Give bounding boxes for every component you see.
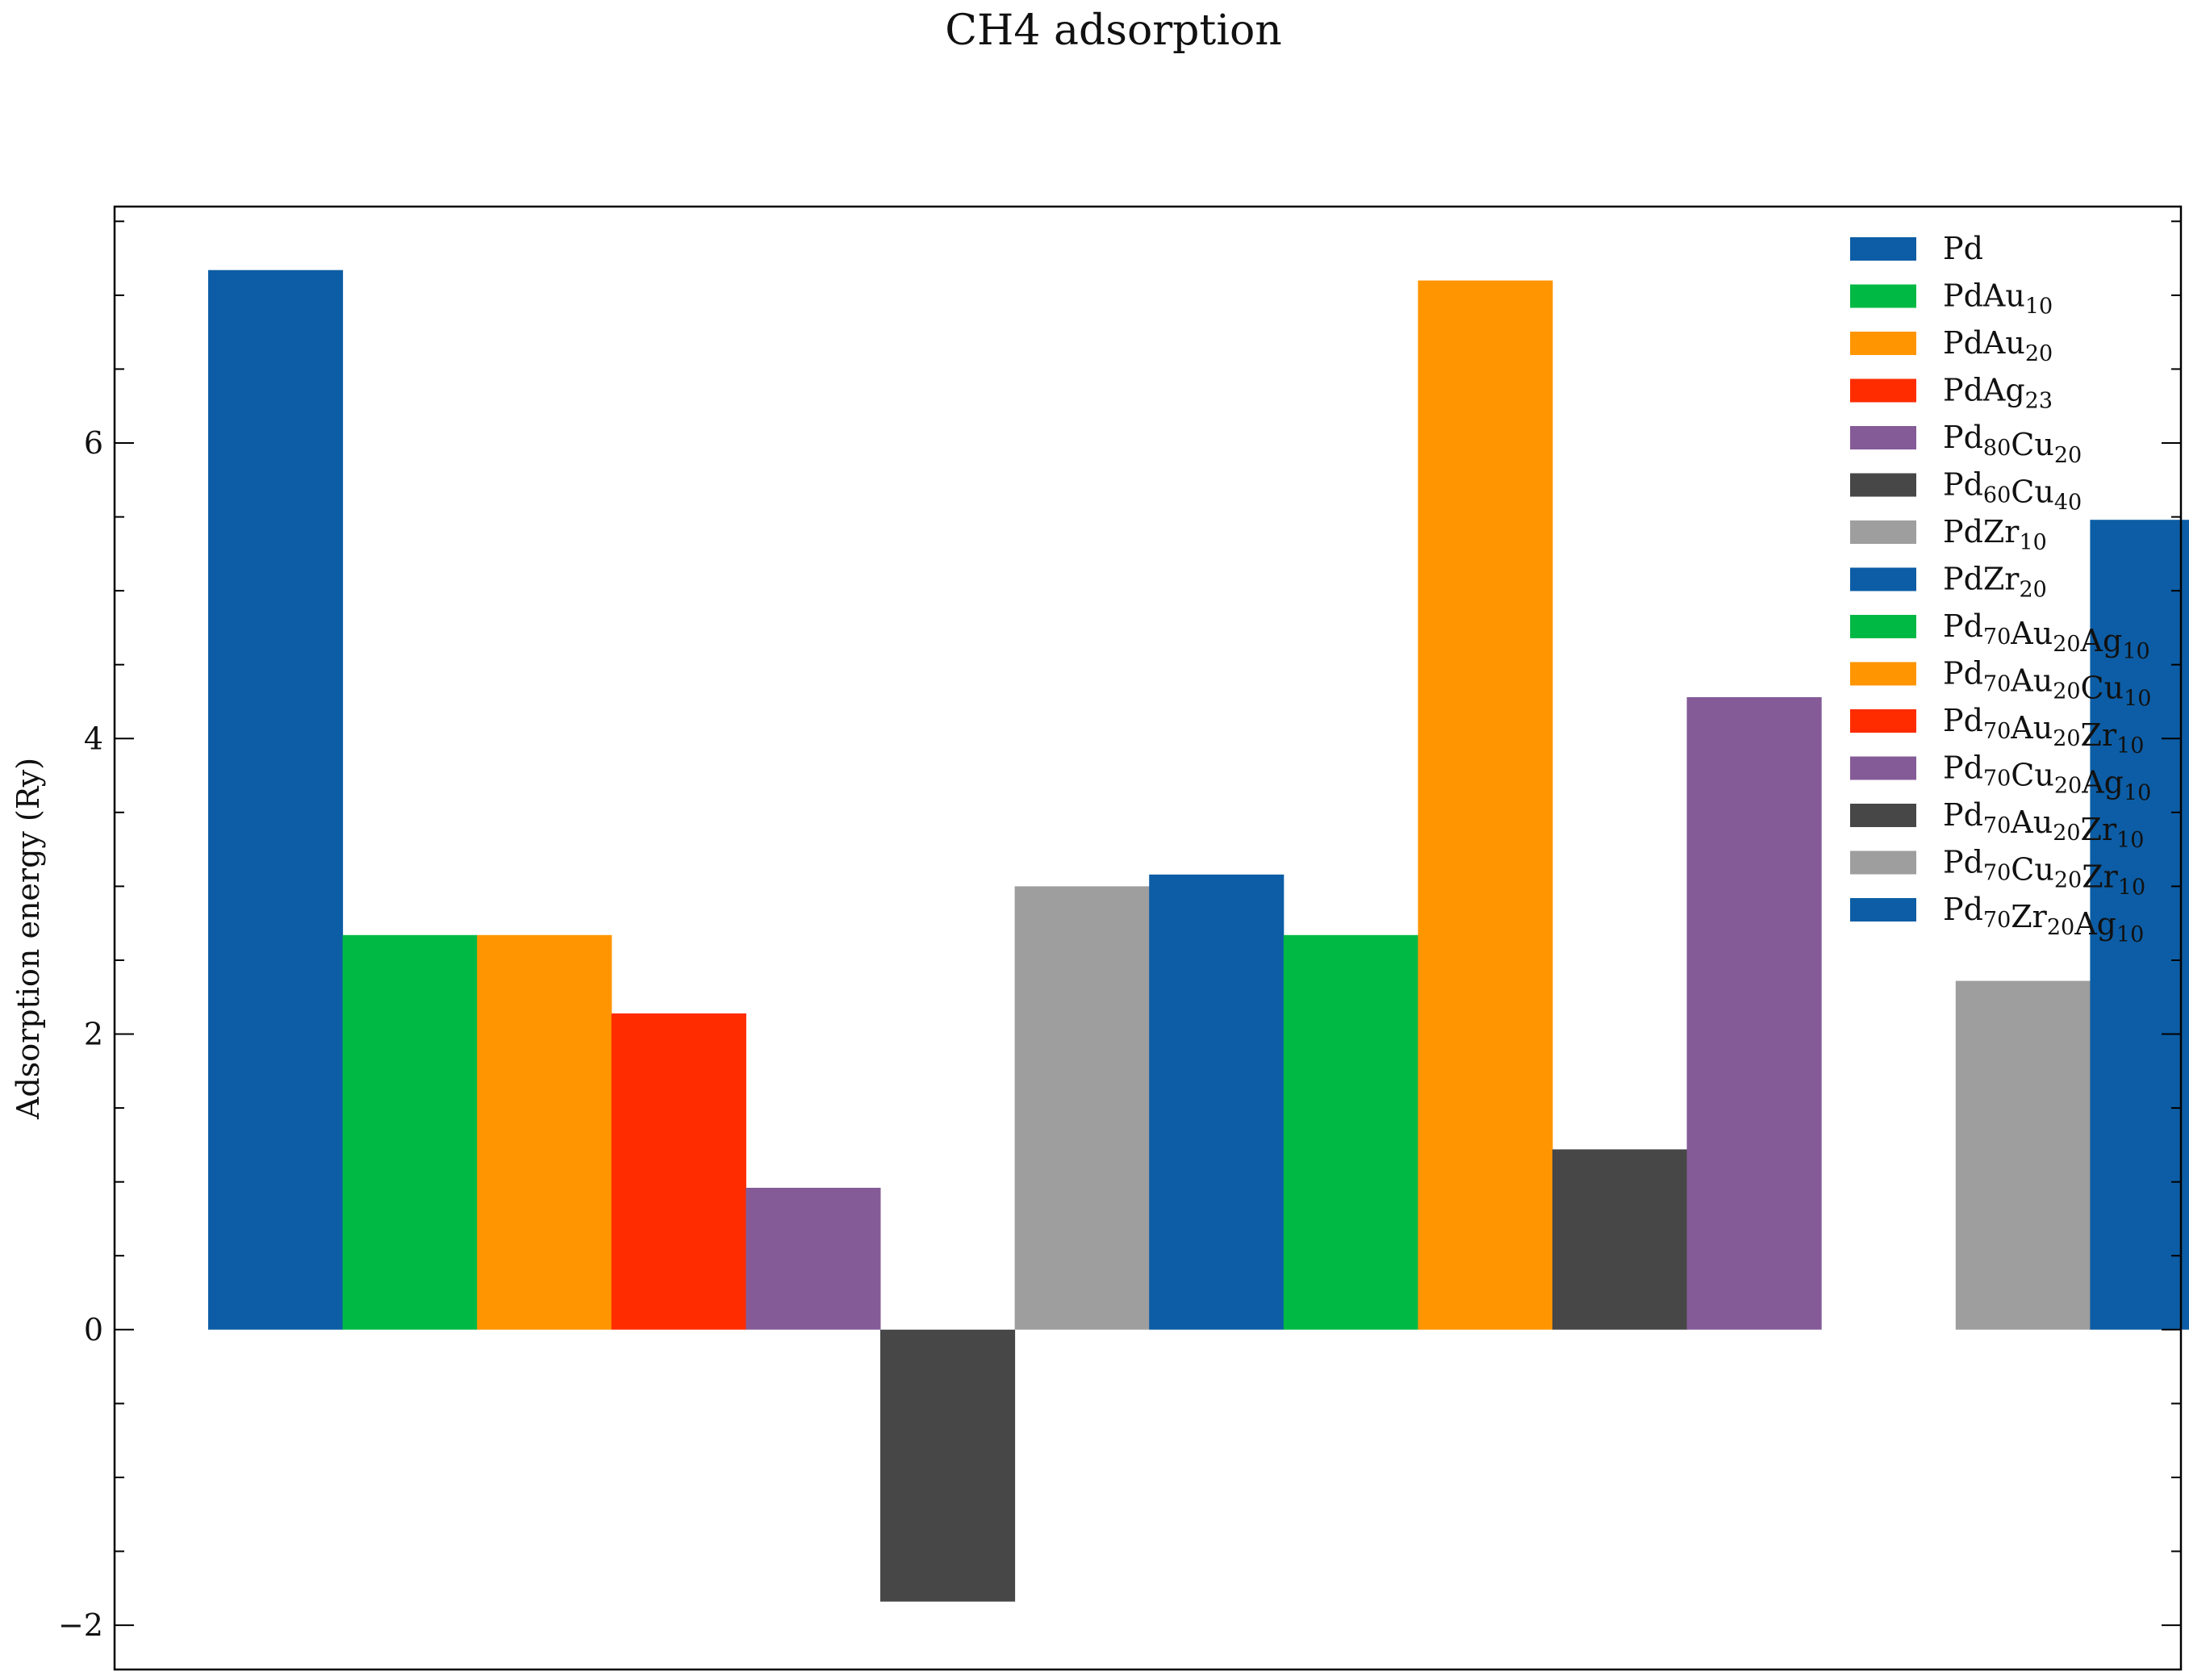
legend-label: Pd	[1943, 231, 1983, 266]
y-tick-label: 4	[84, 721, 103, 756]
legend-label: PdZr20	[1943, 562, 2047, 603]
bar-Pd70Zr20Ag10	[2090, 520, 2189, 1330]
legend-swatch	[1850, 615, 1916, 638]
bar-PdZr20	[1149, 874, 1285, 1330]
legend-label: Pd80Cu20	[1943, 420, 2082, 468]
y-tick-label: 0	[84, 1312, 103, 1348]
legend-label: Pd70Au20Ag10	[1943, 608, 2150, 664]
bar-Pd70Cu20Zr10	[1955, 980, 2091, 1330]
chart-title: CH4 adsorption	[945, 6, 1282, 55]
bar-Pd70Au20Ag10	[1283, 934, 1418, 1330]
legend-swatch	[1850, 378, 1916, 403]
legend-swatch	[1850, 284, 1916, 308]
legend-label: Pd70Au20Zr10	[1943, 703, 2144, 759]
y-tick-label: 2	[84, 1017, 103, 1052]
legend-swatch	[1850, 850, 1916, 875]
legend-swatch	[1850, 473, 1916, 497]
y-axis-ticks: −2 0 2 4 6	[58, 220, 2181, 1643]
legend-swatch	[1850, 426, 1916, 449]
legend-label: Pd60Cu40	[1943, 467, 2082, 516]
legend-label: Pd70Cu20Zr10	[1943, 845, 2145, 901]
legend-label: PdZr10	[1943, 514, 2047, 555]
bar-Pd	[208, 270, 344, 1330]
bar-PdAu20	[477, 934, 612, 1330]
y-axis-label: Adsorption energy (Ry)	[10, 758, 46, 1120]
bar-Pd70Au20Cu10	[1418, 280, 1553, 1330]
legend-label: PdAu10	[1943, 278, 2053, 320]
bar-Pd70Au20Zr10	[1552, 1149, 1688, 1330]
bar-PdZr10	[1014, 886, 1150, 1330]
legend-label: PdAg23	[1943, 373, 2053, 414]
legend-swatch	[1850, 237, 1916, 261]
legend-label: Pd70Au20Cu10	[1943, 656, 2151, 712]
legend-swatch	[1850, 804, 1916, 827]
legend-swatch	[1850, 332, 1916, 355]
legend-label: Pd70Au20Zr10	[1943, 797, 2144, 853]
y-tick-label: −2	[58, 1607, 103, 1643]
legend-swatch	[1850, 662, 1916, 686]
legend-swatch	[1850, 709, 1916, 733]
legend-swatch	[1850, 567, 1916, 591]
legend-swatch	[1850, 520, 1916, 544]
bar-Pd60Cu40	[880, 1329, 1016, 1602]
legend-swatch	[1850, 756, 1916, 780]
plot-frame	[113, 205, 2183, 1671]
bar-Pd70Cu20Ag10	[1686, 697, 1822, 1330]
bar-Pd80Cu20	[746, 1188, 881, 1330]
bars-group	[208, 270, 2189, 1602]
bar-PdAu10	[342, 934, 478, 1330]
y-tick-label: 6	[84, 425, 103, 461]
legend-label: Pd70Cu20Ag10	[1943, 750, 2151, 806]
legend: PdPdAu10PdAu20PdAg23Pd80Cu20Pd60Cu40PdZr…	[1850, 231, 2151, 947]
legend-label: Pd70Zr20Ag10	[1943, 892, 2144, 947]
legend-label: PdAu20	[1943, 325, 2053, 366]
bar-PdAg23	[611, 1013, 746, 1330]
legend-swatch	[1850, 898, 1916, 921]
